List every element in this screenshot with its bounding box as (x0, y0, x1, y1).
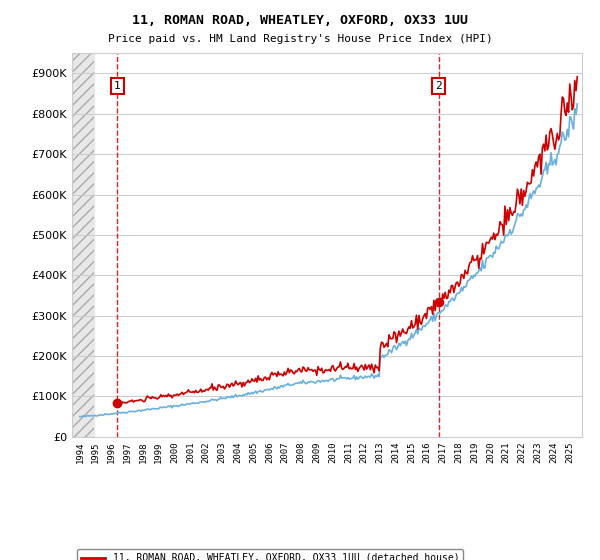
Bar (72, 53, 94, 437)
Text: 11, ROMAN ROAD, WHEATLEY, OXFORD, OX33 1UU: 11, ROMAN ROAD, WHEATLEY, OXFORD, OX33 1… (132, 14, 468, 27)
Bar (72, 53, 94, 437)
Text: Price paid vs. HM Land Registry's House Price Index (HPI): Price paid vs. HM Land Registry's House … (107, 34, 493, 44)
Text: 2: 2 (435, 81, 442, 91)
Legend: 11, ROMAN ROAD, WHEATLEY, OXFORD, OX33 1UU (detached house), HPI: Average price,: 11, ROMAN ROAD, WHEATLEY, OXFORD, OX33 1… (77, 549, 463, 560)
Text: 1: 1 (114, 81, 121, 91)
